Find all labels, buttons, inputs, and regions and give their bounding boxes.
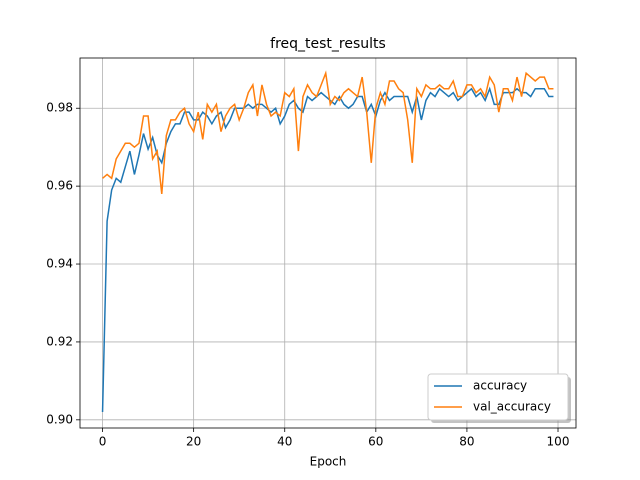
x-tick-label: 100 bbox=[547, 435, 570, 449]
plot-frame bbox=[79, 57, 577, 429]
legend-label: accuracy bbox=[473, 379, 527, 393]
y-tick-label: 0.98 bbox=[46, 101, 73, 115]
x-tick-label: 60 bbox=[368, 435, 383, 449]
y-tick-label: 0.96 bbox=[46, 179, 73, 193]
x-tick-label: 0 bbox=[99, 435, 107, 449]
y-tick-label: 0.90 bbox=[46, 412, 73, 426]
chart-title: freq_test_results bbox=[270, 36, 386, 52]
x-axis-label: Epoch bbox=[310, 455, 347, 469]
series-line bbox=[102, 70, 554, 195]
x-tick-label: 80 bbox=[459, 435, 474, 449]
legend-box bbox=[427, 373, 569, 421]
y-tick-label: 0.94 bbox=[46, 257, 73, 271]
x-tick-label: 40 bbox=[277, 435, 292, 449]
legend-label: val_accuracy bbox=[473, 400, 551, 414]
x-tick-label: 20 bbox=[186, 435, 201, 449]
series-line bbox=[101, 86, 554, 413]
y-tick-label: 0.92 bbox=[46, 334, 73, 348]
